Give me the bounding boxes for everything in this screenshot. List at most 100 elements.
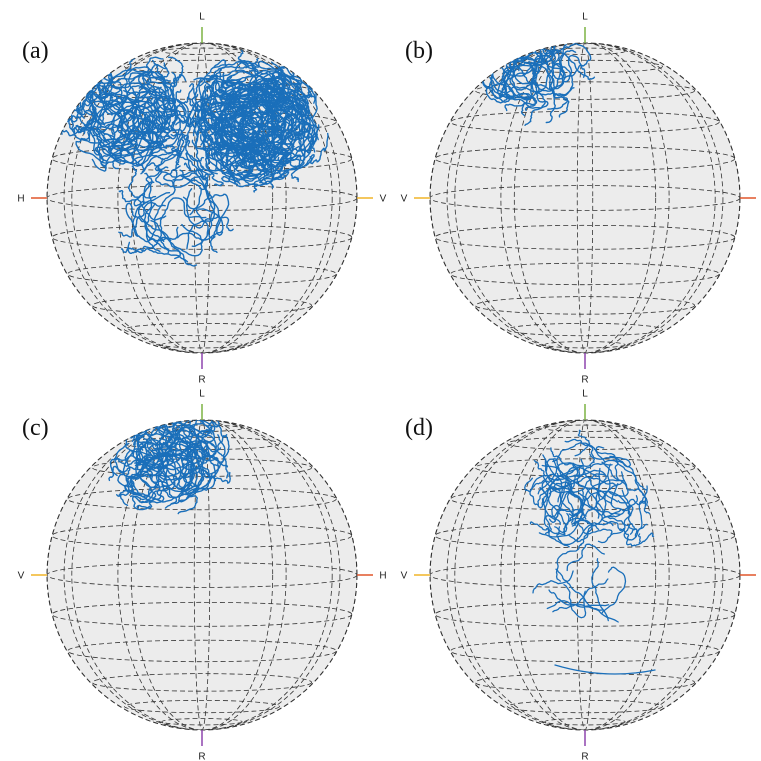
trajectory-segment bbox=[138, 440, 222, 466]
trajectory-segment bbox=[129, 453, 195, 494]
axis-label: R bbox=[198, 375, 205, 386]
poincare-sphere: L R V (d) bbox=[401, 389, 756, 761]
trajectory-segment bbox=[183, 151, 205, 171]
trajectory-segment bbox=[170, 113, 189, 166]
trajectory-segment bbox=[193, 59, 259, 81]
parallel bbox=[161, 341, 243, 349]
trajectory-segment bbox=[620, 523, 648, 541]
meridian bbox=[63, 420, 341, 730]
trajectory-segment bbox=[146, 105, 179, 149]
trajectory-segment bbox=[127, 226, 179, 254]
trajectory-segment bbox=[145, 95, 181, 140]
trajectory-segment bbox=[118, 201, 166, 238]
parallel bbox=[47, 562, 357, 588]
trajectory-segment bbox=[203, 59, 228, 107]
trajectory-segment bbox=[94, 139, 135, 164]
meridian bbox=[454, 43, 716, 353]
trajectory-segment bbox=[571, 481, 624, 527]
trajectory-segment bbox=[147, 133, 191, 155]
trajectory-segment bbox=[232, 91, 280, 160]
trajectory-segment bbox=[228, 99, 267, 167]
trajectory-segment bbox=[550, 447, 583, 468]
trajectory-segment bbox=[574, 429, 591, 457]
trajectory-segment bbox=[177, 196, 224, 241]
trajectory-segment bbox=[269, 146, 288, 189]
trajectory-segment bbox=[490, 58, 538, 100]
trajectory-segment bbox=[131, 127, 163, 167]
trajectory-segment bbox=[267, 71, 276, 160]
trajectory-segment bbox=[254, 161, 290, 187]
trajectory-segment bbox=[125, 202, 165, 242]
axis-label: V bbox=[401, 194, 408, 205]
trajectory-segment bbox=[150, 220, 203, 257]
meridian bbox=[500, 420, 670, 730]
trajectory-segment bbox=[550, 53, 570, 118]
trajectory-segment bbox=[118, 190, 167, 221]
parallel bbox=[474, 296, 696, 315]
trajectory-segment bbox=[607, 516, 638, 538]
parallel bbox=[544, 341, 626, 349]
panel-label: (d) bbox=[405, 415, 433, 441]
trajectory-segment bbox=[125, 420, 166, 447]
trajectory-segment bbox=[635, 500, 651, 533]
trajectory-segment bbox=[531, 61, 556, 124]
parallel bbox=[91, 296, 313, 315]
parallel bbox=[507, 699, 663, 714]
axis-label: R bbox=[581, 375, 588, 386]
trajectory-segment bbox=[137, 461, 192, 489]
meridian bbox=[446, 43, 724, 353]
trajectory-segment bbox=[144, 203, 198, 267]
trajectory-segment bbox=[143, 172, 161, 253]
trajectory-segment bbox=[624, 523, 640, 547]
trajectory-segment bbox=[542, 486, 562, 521]
trajectory-segment bbox=[238, 80, 264, 139]
trajectory-segment bbox=[498, 49, 560, 97]
panel-label: (b) bbox=[405, 38, 433, 64]
trajectory-segment bbox=[529, 521, 561, 535]
trajectory-segment bbox=[116, 446, 144, 497]
trajectory-segment bbox=[132, 192, 172, 243]
meridian bbox=[71, 43, 333, 353]
trajectory-segment bbox=[617, 485, 648, 506]
meridian bbox=[513, 43, 657, 353]
trajectory-segment bbox=[134, 420, 194, 450]
trajectory-segment bbox=[127, 460, 201, 493]
trajectory-segment bbox=[546, 578, 609, 610]
trajectory-segment bbox=[602, 463, 621, 518]
trajectory-segment bbox=[529, 474, 549, 509]
trajectory-segment bbox=[556, 512, 570, 548]
trajectory-segment bbox=[111, 107, 159, 156]
trajectory-segment bbox=[269, 103, 313, 156]
trajectory-segment bbox=[485, 63, 526, 104]
trajectory-segment bbox=[512, 43, 568, 85]
meridian bbox=[193, 420, 211, 730]
trajectory-segment bbox=[114, 442, 155, 474]
trajectory-segment bbox=[507, 43, 558, 63]
trajectory-segment bbox=[488, 56, 517, 103]
trajectory-segment bbox=[609, 455, 648, 491]
poincare-sphere: L R V (b) bbox=[401, 12, 756, 386]
trajectory-segment bbox=[146, 439, 194, 493]
trajectory-segment bbox=[198, 450, 231, 484]
trajectory-segment bbox=[555, 544, 583, 582]
meridian bbox=[513, 420, 657, 730]
parallel bbox=[450, 639, 720, 663]
trajectory-segment bbox=[187, 83, 199, 139]
meridian bbox=[576, 43, 594, 353]
axis-label: R bbox=[581, 752, 588, 761]
trajectory-segment bbox=[273, 95, 315, 154]
meridian bbox=[500, 43, 670, 353]
trajectory-segment bbox=[133, 157, 164, 207]
trajectory bbox=[59, 49, 329, 267]
trajectory-segment bbox=[552, 54, 586, 83]
trajectory-segment bbox=[102, 133, 140, 165]
meridian bbox=[63, 43, 341, 353]
trajectory-segment bbox=[237, 73, 282, 123]
parallel bbox=[544, 424, 626, 432]
parallel bbox=[474, 81, 696, 100]
axis-label: L bbox=[582, 12, 588, 23]
trajectory-segment bbox=[544, 509, 567, 535]
trajectory-segment bbox=[84, 90, 150, 128]
trajectory-segment bbox=[131, 467, 162, 511]
trajectory-segment bbox=[554, 664, 656, 675]
